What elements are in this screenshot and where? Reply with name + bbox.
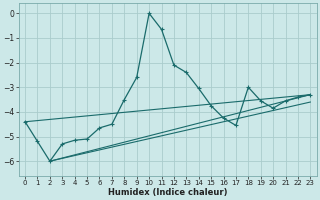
X-axis label: Humidex (Indice chaleur): Humidex (Indice chaleur): [108, 188, 228, 197]
